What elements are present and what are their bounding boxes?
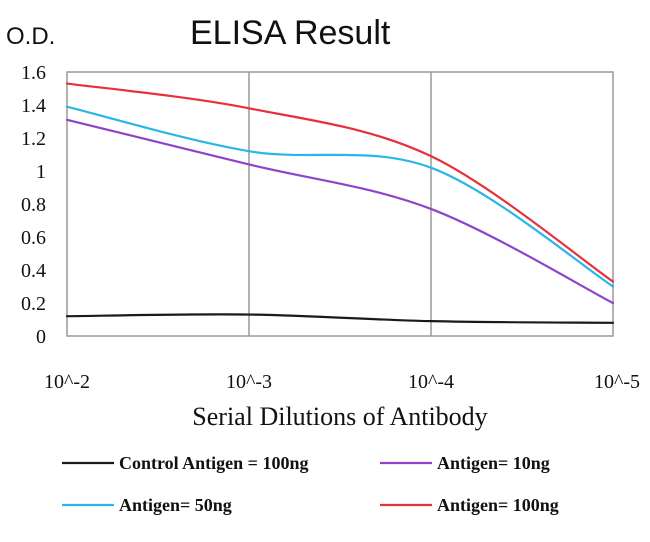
y-tick-label: 1.6 [21, 62, 46, 84]
y-axis-label: O.D. [6, 23, 55, 50]
series-line-1 [65, 313, 615, 324]
x-axis-label: Serial Dilutions of Antibody [192, 402, 487, 431]
series-line-3 [65, 105, 615, 288]
y-tick-label: 0.2 [21, 293, 46, 315]
y-tick-label: 0.8 [21, 194, 46, 216]
legend-label: Control Antigen = 100ng [119, 453, 308, 473]
y-tick-label: 0.4 [21, 260, 46, 282]
series-line-2 [65, 118, 615, 305]
x-tick-label: 10^-5 [594, 371, 640, 393]
legend-label: Antigen= 100ng [437, 495, 559, 515]
legend-label: Antigen= 50ng [119, 495, 232, 515]
x-tick-label: 10^-4 [408, 371, 454, 393]
x-tick-labels: 10^-2 10^-3 10^-4 10^-5 [44, 371, 640, 393]
series-lines [65, 82, 615, 324]
x-tick-label: 10^-3 [226, 371, 272, 393]
y-tick-labels: 0 0.2 0.4 0.6 0.8 1 1.2 1.4 1.6 [21, 62, 46, 348]
y-tick-label: 0.6 [21, 227, 46, 249]
y-tick-label: 1.2 [21, 128, 46, 150]
chart-title: ELISA Result [190, 14, 391, 52]
legend-label: Antigen= 10ng [437, 453, 550, 473]
x-tick-label: 10^-2 [44, 371, 90, 393]
series-line-4 [65, 82, 615, 283]
legend: Control Antigen = 100ng Antigen= 10ng Anti… [62, 453, 559, 515]
y-tick-label: 1.4 [21, 95, 46, 117]
y-tick-label: 0 [36, 326, 46, 348]
grid-lines [248, 72, 432, 336]
y-tick-label: 1 [36, 161, 46, 183]
plot-area-frame [66, 71, 614, 337]
